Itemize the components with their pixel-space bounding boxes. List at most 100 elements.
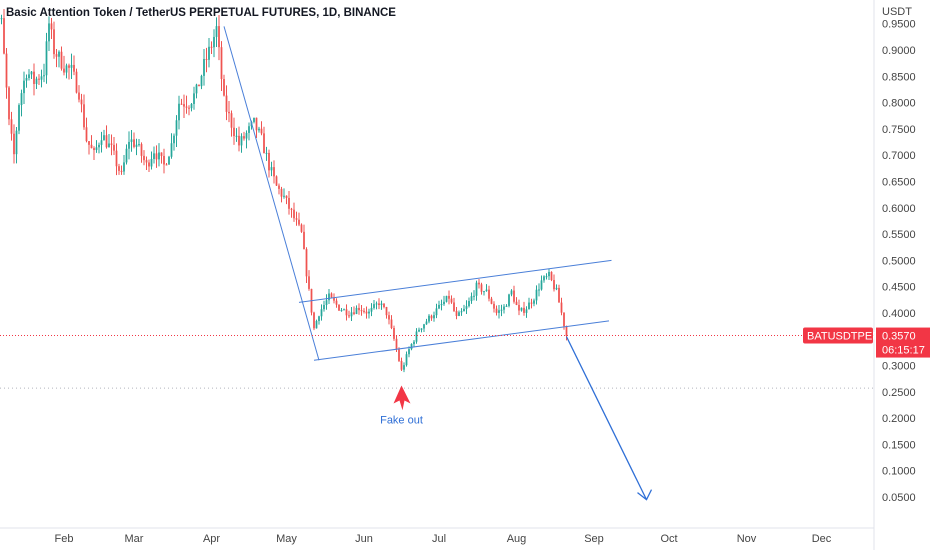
candle-body xyxy=(450,298,453,303)
candle-body xyxy=(198,84,200,87)
candle-body xyxy=(300,224,303,232)
candle-body xyxy=(20,93,23,106)
candle-body xyxy=(455,310,458,316)
candle-body xyxy=(370,307,373,312)
candle-body xyxy=(248,126,250,133)
candle-body xyxy=(228,111,230,114)
candle-body xyxy=(325,300,328,305)
candle-body xyxy=(463,308,465,312)
y-tick-label: 0.6000 xyxy=(882,203,916,215)
y-tick-label: 0.7500 xyxy=(882,124,916,136)
candle-body xyxy=(55,54,58,57)
candle-body xyxy=(195,84,198,94)
candle-body xyxy=(293,209,295,219)
candle-body xyxy=(410,344,413,350)
candle-body xyxy=(58,51,60,57)
candle-body xyxy=(78,92,80,100)
candle-body xyxy=(273,167,275,177)
channel-upper-line xyxy=(298,259,612,303)
candle-body xyxy=(305,249,308,277)
candle-body xyxy=(565,326,568,336)
candle-body xyxy=(295,218,298,220)
candle-body xyxy=(110,143,113,145)
x-tick-label: Aug xyxy=(507,533,527,545)
candle-body xyxy=(520,307,523,311)
candle-body xyxy=(360,310,363,312)
candle-body xyxy=(378,303,380,306)
candle-body xyxy=(173,135,175,144)
candle-body xyxy=(533,300,535,304)
candle-body xyxy=(180,103,183,105)
candle-body xyxy=(285,195,288,198)
candle-body xyxy=(223,79,225,96)
candle-body xyxy=(423,324,425,329)
candle-body xyxy=(358,307,360,311)
candle-body xyxy=(38,78,40,80)
candle-body xyxy=(523,307,525,313)
y-tick-label: 0.5000 xyxy=(882,255,916,267)
candle-body xyxy=(515,301,518,305)
candle-body xyxy=(425,321,428,325)
price-badge-value: 0.3570 xyxy=(882,331,916,343)
candle-body xyxy=(265,152,268,154)
candle-body xyxy=(475,282,478,296)
candle-body xyxy=(368,311,370,314)
candle-body xyxy=(10,119,13,134)
candle-body xyxy=(100,140,103,145)
candle-body xyxy=(555,287,558,290)
candle-body xyxy=(430,315,433,319)
projection-arrow-head xyxy=(637,489,653,501)
candle-body xyxy=(413,341,415,345)
candle-body xyxy=(215,26,218,37)
candle-body xyxy=(365,311,368,314)
candle-body xyxy=(493,303,495,309)
candle-body xyxy=(135,144,138,147)
candle-body xyxy=(323,304,325,310)
candle-body xyxy=(500,309,503,311)
x-tick-label: Jun xyxy=(355,533,373,545)
candle-body xyxy=(243,136,245,139)
candle-body xyxy=(45,41,48,76)
candle-body xyxy=(208,46,210,60)
fakeout-arrow-icon xyxy=(393,385,411,411)
candle-body xyxy=(440,304,443,306)
candle-body xyxy=(488,289,490,299)
candle-body xyxy=(328,293,330,301)
candle-body xyxy=(30,71,33,75)
x-tick-label: Apr xyxy=(203,533,220,545)
candle-body xyxy=(490,298,493,304)
candle-body xyxy=(235,135,238,137)
candle-body xyxy=(383,303,385,307)
candle-body xyxy=(540,280,543,290)
candle-body xyxy=(280,188,283,197)
x-tick-label: Sep xyxy=(584,533,604,545)
candle-body xyxy=(200,75,203,87)
candle-body xyxy=(260,128,263,134)
candle-body xyxy=(245,132,248,139)
y-tick-label: 0.6500 xyxy=(882,176,916,188)
y-tick-label: 0.8500 xyxy=(882,71,916,83)
candle-body xyxy=(495,308,498,313)
candle-body xyxy=(263,133,265,154)
candle-body xyxy=(8,87,10,120)
candle-body xyxy=(393,328,395,339)
candle-body xyxy=(113,144,115,151)
candle-body xyxy=(5,53,8,88)
candle-body xyxy=(83,104,85,128)
candle-body xyxy=(545,276,548,278)
candle-body xyxy=(513,290,515,302)
candle-body xyxy=(140,144,143,156)
candle-body xyxy=(353,312,355,314)
candle-body xyxy=(553,280,555,290)
candle-body xyxy=(380,303,383,306)
candle-body xyxy=(60,51,63,69)
candle-body xyxy=(470,296,473,302)
candle-body xyxy=(558,287,560,303)
candle-body xyxy=(408,349,410,355)
candle-body xyxy=(230,113,233,128)
x-tick-label: Oct xyxy=(660,533,677,545)
candle-body xyxy=(535,289,538,301)
candle-body xyxy=(80,99,83,105)
candle-body xyxy=(313,312,315,329)
